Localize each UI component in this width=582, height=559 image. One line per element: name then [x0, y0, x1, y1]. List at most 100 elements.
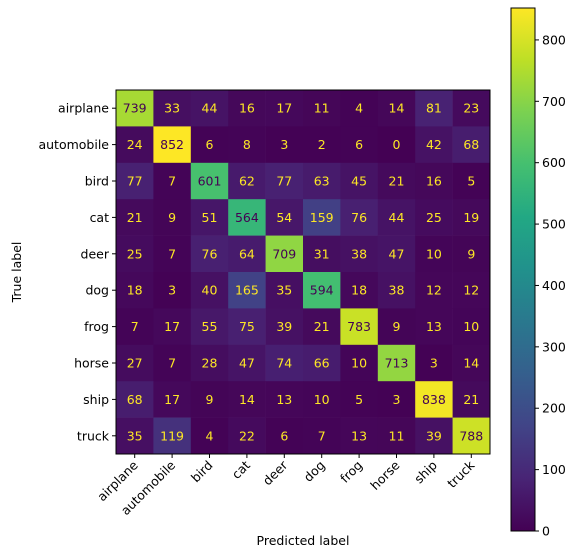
cell-value-label: 45 [351, 174, 367, 189]
heatmap-cell [228, 199, 266, 236]
cell-value-label: 709 [272, 246, 296, 261]
cell-value-label: 3 [280, 137, 288, 152]
cell-value-label: 17 [276, 101, 292, 116]
cell-value-label: 21 [463, 392, 479, 407]
y-tick-label: ship [83, 392, 109, 407]
heatmap-cell [377, 90, 416, 127]
heatmap-cell [340, 272, 379, 309]
heatmap-cell [303, 235, 341, 273]
colorbar-tick-label: 800 [542, 32, 566, 47]
cell-value-label: 14 [239, 392, 255, 407]
heatmap-cell [265, 344, 304, 382]
cell-value-label: 31 [314, 246, 330, 261]
cell-value-label: 0 [393, 137, 401, 152]
cell-value-label: 47 [389, 246, 405, 261]
cell-value-label: 44 [202, 101, 218, 116]
heatmap-cell [303, 162, 341, 200]
cell-value-label: 852 [160, 137, 184, 152]
heatmap-cell [415, 162, 453, 200]
cell-value-label: 62 [239, 174, 255, 189]
cell-value-label: 38 [351, 246, 367, 261]
heatmap-cell [228, 272, 266, 309]
cell-value-label: 6 [355, 137, 363, 152]
heatmap-cell [190, 162, 229, 200]
heatmap-cell [340, 162, 379, 200]
cell-value-label: 38 [389, 283, 405, 298]
y-tick-label: truck [77, 428, 110, 443]
heatmap-cell [265, 162, 304, 200]
heatmap-cell [116, 417, 154, 455]
colorbar-tick-label: 100 [542, 462, 566, 477]
cell-value-label: 21 [314, 319, 330, 334]
heatmap-cell [228, 90, 266, 127]
cell-value-label: 7 [131, 319, 139, 334]
heatmap-cell [228, 344, 266, 382]
heatmap-cell [452, 162, 491, 200]
heatmap-cell [415, 126, 453, 164]
heatmap-cell [153, 417, 192, 455]
heatmap-cell [228, 235, 266, 273]
heatmap-cell [153, 126, 192, 164]
cell-value-label: 13 [351, 428, 367, 443]
heatmap-cell [377, 417, 416, 455]
heatmap-cell [228, 126, 266, 164]
heatmap-cell [377, 162, 416, 200]
cell-value-label: 601 [198, 174, 222, 189]
heatmap-cell [303, 272, 341, 309]
cell-value-label: 7 [318, 428, 326, 443]
cell-value-label: 21 [389, 174, 405, 189]
cell-value-label: 16 [239, 101, 255, 116]
heatmap-cell [303, 90, 341, 127]
heatmap-cell [153, 199, 192, 236]
heatmap-cell [228, 417, 266, 455]
heatmap-cell [377, 126, 416, 164]
heatmap-cell [340, 344, 379, 382]
heatmap-cell [377, 344, 416, 382]
heatmap-cell [303, 381, 341, 418]
cell-value-label: 13 [426, 319, 442, 334]
colorbar-tick-label: 200 [542, 401, 566, 416]
cell-value-label: 14 [389, 101, 405, 116]
heatmap-cell [303, 417, 341, 455]
cell-value-label: 10 [314, 392, 330, 407]
colorbar-tick-label: 300 [542, 339, 566, 354]
heatmap-cell [340, 199, 379, 236]
heatmap-cell [452, 199, 491, 236]
cell-value-label: 3 [393, 392, 401, 407]
cell-value-label: 68 [463, 137, 479, 152]
heatmap-cell [265, 90, 304, 127]
cell-value-label: 51 [202, 210, 218, 225]
heatmap-cell [303, 308, 341, 346]
cell-value-label: 28 [202, 356, 218, 371]
cell-value-label: 40 [202, 283, 218, 298]
y-tick-label: bird [85, 174, 109, 189]
cell-value-label: 739 [123, 101, 147, 116]
y-tick-label: airplane [58, 101, 109, 116]
x-tick-label: deer [260, 457, 291, 488]
cell-value-label: 25 [426, 210, 442, 225]
heatmap-cell [377, 272, 416, 309]
cell-value-label: 76 [202, 246, 218, 261]
x-tick-label: dog [301, 458, 328, 485]
cell-value-label: 81 [426, 101, 442, 116]
heatmap-cell [153, 90, 192, 127]
colorbar-tick-label: 400 [542, 278, 566, 293]
cell-value-label: 13 [276, 392, 292, 407]
heatmap-cell [228, 308, 266, 346]
cell-value-label: 24 [127, 137, 143, 152]
cell-value-label: 25 [127, 246, 143, 261]
heatmap-cell [452, 90, 491, 127]
heatmap-cell [415, 417, 453, 455]
heatmap-cell [265, 126, 304, 164]
cell-value-label: 63 [314, 174, 330, 189]
cell-value-label: 18 [127, 283, 143, 298]
heatmap-cell [153, 272, 192, 309]
heatmap-cell [452, 308, 491, 346]
y-tick-label: horse [74, 356, 109, 371]
x-tick-label: horse [367, 457, 403, 493]
heatmap-cell [415, 308, 453, 346]
cell-value-label: 594 [310, 283, 334, 298]
cell-value-label: 165 [235, 283, 259, 298]
